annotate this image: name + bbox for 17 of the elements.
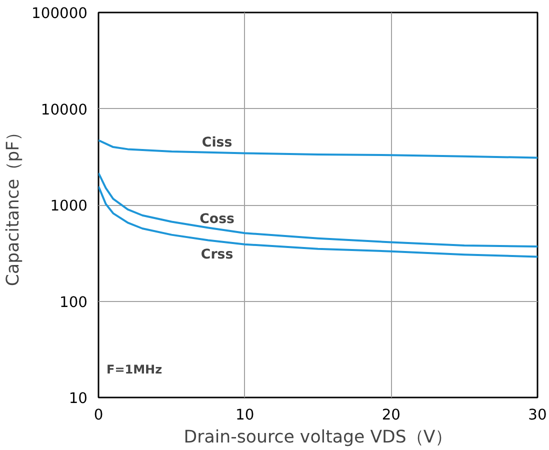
y-tick-label: 100000 — [32, 5, 88, 22]
x-axis-title: Drain-source voltage VDS（V） — [184, 428, 452, 448]
x-tick-label: 10 — [236, 406, 254, 424]
series-label: Crss — [200, 247, 234, 262]
line-series — [98, 185, 538, 258]
x-tick-label: 0 — [94, 406, 104, 424]
annotation: F=1MHz — [106, 362, 162, 376]
x-tick-label: 20 — [382, 406, 400, 424]
y-tick-label: 10 — [68, 390, 88, 407]
series-label: Coss — [200, 212, 234, 228]
y-tick-label: 1000 — [50, 198, 88, 214]
series-label: Ciss — [202, 136, 232, 151]
y-tick-label: 10000 — [40, 101, 88, 118]
y-axis-title: Capacitance（pF） — [4, 124, 24, 286]
x-tick-label: 30 — [528, 406, 547, 424]
line-series — [98, 172, 538, 248]
y-tick-label: 100 — [60, 294, 88, 311]
